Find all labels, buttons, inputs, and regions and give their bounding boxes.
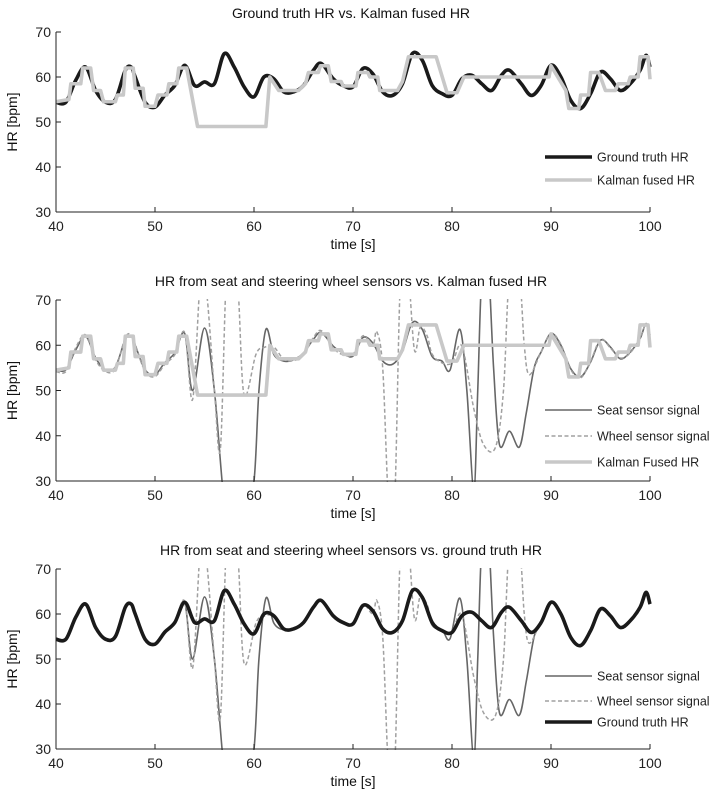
x-tick-label: 60 [246,755,262,771]
legend: Ground truth HR Kalman fused HR [545,151,695,188]
x-tick-label: 100 [638,218,662,234]
x-axis-label: time [s] [330,236,375,252]
y-tick-label: 40 [35,696,51,712]
legend: Seat sensor signal Wheel sensor signal Gro… [545,670,710,730]
y-axis-label: HR [bpm] [4,629,20,688]
x-tick-label: 80 [444,755,460,771]
x-tick-label: 90 [543,218,559,234]
legend-label: Wheel sensor signal [597,695,710,709]
x-tick-label: 50 [147,755,163,771]
series-line-kalman [56,323,652,397]
y-tick-label: 50 [35,651,51,667]
series-line-kalman [56,54,652,129]
subplot-2: HR from seat and steering wheel sensors … [4,273,710,521]
y-tick-label: 70 [35,292,51,308]
x-tick-label: 50 [147,218,163,234]
chart-title: Ground truth HR vs. Kalman fused HR [232,5,470,21]
x-tick-label: 70 [345,755,361,771]
x-tick-label: 70 [345,218,361,234]
x-tick-label: 90 [543,487,559,503]
series-line-wheel [56,568,651,750]
y-tick-label: 30 [35,473,51,489]
x-tick-label: 40 [48,218,64,234]
x-tick-label: 60 [246,487,262,503]
legend-label: Seat sensor signal [597,670,700,684]
x-tick-label: 90 [543,755,559,771]
y-tick-label: 70 [35,24,51,40]
y-axis-label: HR [bpm] [4,361,20,420]
chart-title: HR from seat and steering wheel sensors … [155,273,547,289]
legend-label: Seat sensor signal [597,404,700,418]
y-axis-label: HR [bpm] [4,92,20,151]
y-tick-label: 60 [35,69,51,85]
x-tick-label: 60 [246,218,262,234]
legend-label: Kalman Fused HR [597,456,699,470]
subplot-3: HR from seat and steering wheel sensors … [4,542,710,789]
y-tick-label: 30 [35,204,51,220]
x-tick-label: 50 [147,487,163,503]
series-line-truth [56,587,652,648]
y-tick-label: 40 [35,159,51,175]
legend-label: Kalman fused HR [597,174,695,188]
y-tick-label: 30 [35,741,51,757]
subplot-1: Ground truth HR vs. Kalman fused HR 40 50 6… [4,5,695,252]
chart-title: HR from seat and steering wheel sensors … [160,542,542,558]
x-tick-label: 100 [638,487,662,503]
y-tick-label: 70 [35,561,51,577]
x-axis-label: time [s] [330,773,375,789]
x-tick-label: 40 [48,755,64,771]
x-tick-label: 100 [638,755,662,771]
x-tick-label: 40 [48,487,64,503]
legend-label: Ground truth HR [597,151,689,165]
series-line-seat [56,299,651,482]
legend-label: Wheel sensor signal [597,430,710,444]
y-tick-label: 50 [35,114,51,130]
x-tick-label: 80 [444,218,460,234]
legend-label: Ground truth HR [597,716,689,730]
x-tick-label: 80 [444,487,460,503]
x-tick-label: 70 [345,487,361,503]
x-axis-label: time [s] [330,505,375,521]
legend: Seat sensor signal Wheel sensor signal Kal… [545,404,710,470]
y-tick-label: 40 [35,428,51,444]
series-line-wheel [56,299,651,482]
y-tick-label: 60 [35,337,51,353]
y-tick-label: 60 [35,606,51,622]
y-tick-label: 50 [35,383,51,399]
